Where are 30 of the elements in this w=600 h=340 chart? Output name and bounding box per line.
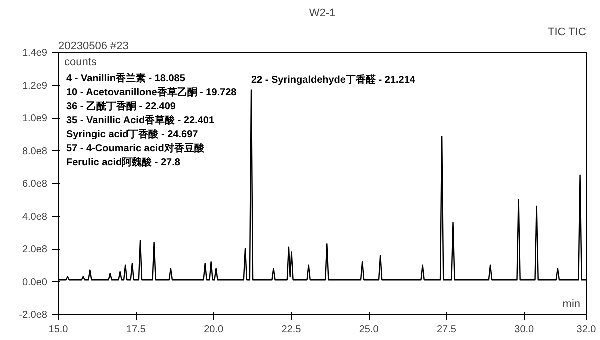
annotation: 35 - Vanillic Acid香草酸 - 22.401 <box>66 114 215 126</box>
annotation: 36 - 乙酰丁香酮 - 22.409 <box>66 100 176 112</box>
y-axis-title: counts <box>64 56 98 68</box>
y-tick-label: 6.0e8 <box>22 179 48 190</box>
annotation: Ferulic acid阿魏酸 - 27.8 <box>66 156 181 168</box>
x-tick-label: 15.0 <box>48 324 69 336</box>
annotation: 57 - 4-Coumaric acid对香豆酸 <box>66 142 206 154</box>
x-tick-label: 27.5 <box>437 324 457 336</box>
annotation: Syringic acid丁香酸 - 24.697 <box>66 128 199 140</box>
annotation: 10 - Acetovanillone香草乙酮 - 19.728 <box>66 86 238 98</box>
y-tick-label: 8.0e8 <box>22 146 48 158</box>
x-tick-label: 20.0 <box>204 324 224 336</box>
annotation: 22 - Syringaldehyde丁香醛 - 21.214 <box>252 74 416 86</box>
y-tick-label: 4.0e8 <box>22 212 48 223</box>
y-tick-label: -2.0e8 <box>19 310 48 321</box>
text: 20230506 #23 <box>58 40 129 52</box>
y-tick-label: 0.0e0 <box>22 277 48 288</box>
annotation: 4 - Vanillin香兰素 - 18.085 <box>66 72 186 84</box>
x-axis-title: min <box>562 298 581 310</box>
x-tick-label: 22.5 <box>282 324 302 336</box>
y-tick-label: 1.0e9 <box>22 114 48 124</box>
y-tick-label: 2.0e8 <box>22 244 48 256</box>
y-tick-label: 1.4e9 <box>22 48 48 59</box>
x-tick-label: 32.0 <box>576 324 597 336</box>
text: TIC TIC <box>548 26 586 38</box>
x-tick-label: 17.5 <box>126 324 146 336</box>
x-tick-label: 30.0 <box>514 324 535 336</box>
chart-title: W2-1 <box>309 8 336 20</box>
x-tick-label: 25.0 <box>359 324 380 336</box>
y-tick-label: 1.2e9 <box>22 80 48 92</box>
